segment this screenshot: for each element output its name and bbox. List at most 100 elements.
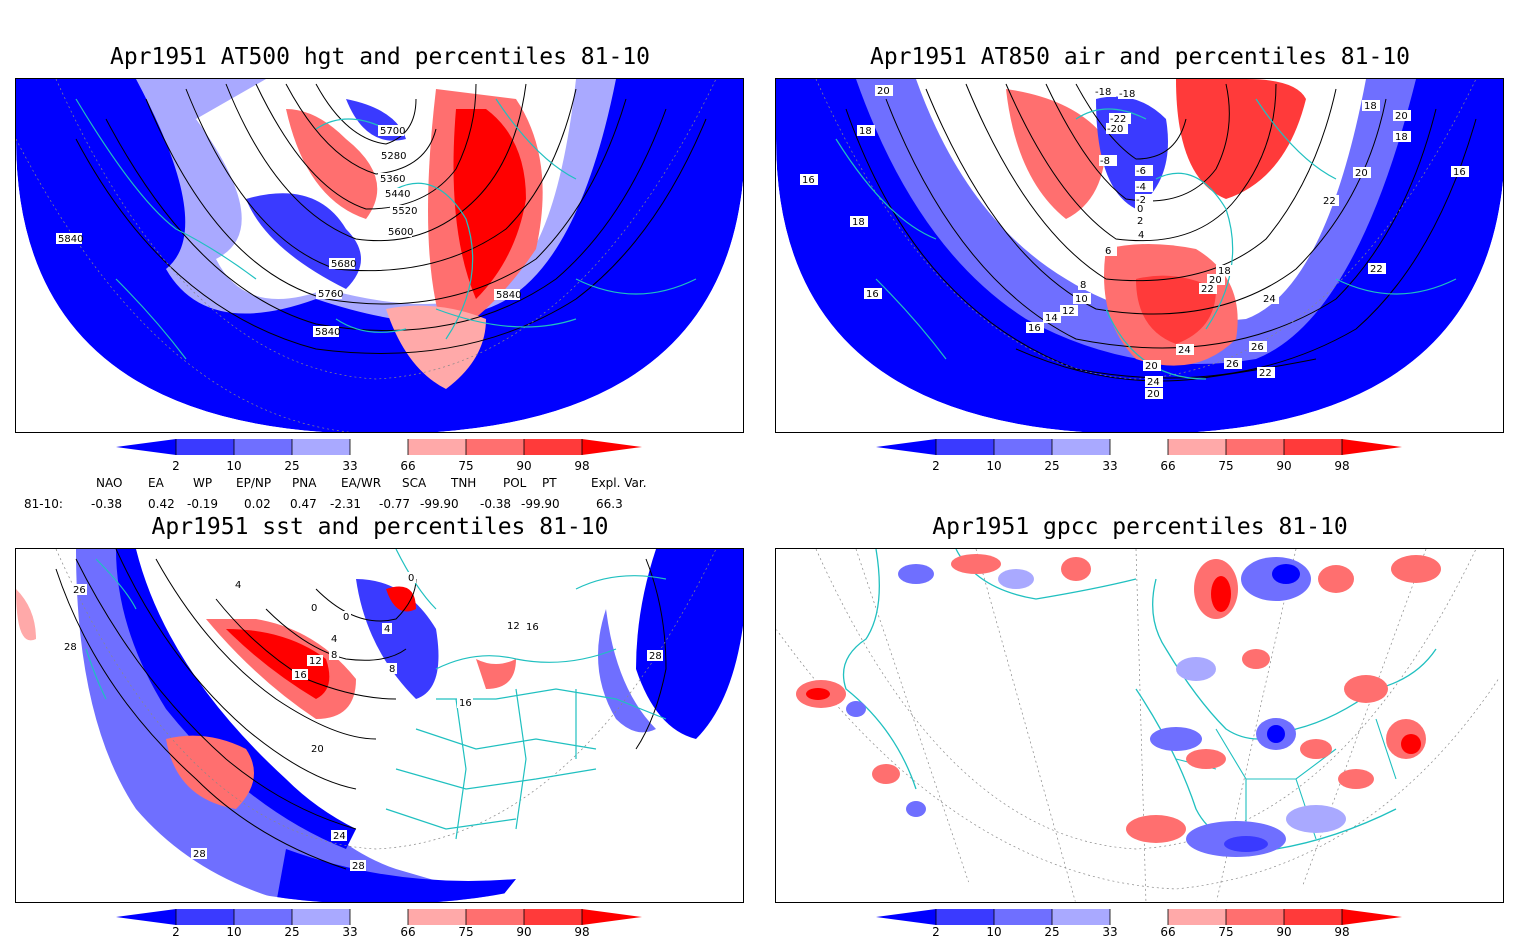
colorbar-label: 66 xyxy=(1160,925,1176,939)
air-contour-label: 14 xyxy=(1045,313,1058,324)
sst-contour-label: 26 xyxy=(73,585,86,596)
index-value: -0.38 xyxy=(91,497,123,511)
air-fill-red-east xyxy=(1176,79,1306,199)
sst-fill-red-core xyxy=(226,629,330,699)
air-contour-label: -4 xyxy=(1136,182,1146,193)
sst-contour-label: 28 xyxy=(64,642,77,653)
air-grid-latitude xyxy=(815,79,1477,380)
colorbar-label: 10 xyxy=(226,925,242,939)
colorbar-label: 66 xyxy=(1160,459,1176,473)
sst-contour-label: 16 xyxy=(526,622,539,633)
hgt-contour-label: 5700 xyxy=(380,126,405,137)
panel-title-gpcc: Apr1951 gpcc percentiles 81-10 xyxy=(932,514,1348,540)
sst-contour-label: 16 xyxy=(459,698,472,709)
air-contour-label: 18 xyxy=(1218,266,1231,277)
sst-fill-red-edge xyxy=(16,589,36,641)
air-contour-label: -2 xyxy=(1136,195,1146,206)
hgt-map-svg: 5700 5280 5360 5440 5520 5600 5680 5760 … xyxy=(16,79,743,432)
map-panel-hgt: 5700 5280 5360 5440 5520 5600 5680 5760 … xyxy=(15,78,744,433)
colorbar-label: 98 xyxy=(574,925,590,939)
hgt-contour-label: 5360 xyxy=(380,174,405,185)
air-contour-label: -22 xyxy=(1110,114,1126,125)
air-contour-label: 20 xyxy=(1355,168,1368,179)
sst-fill-blue-west xyxy=(76,549,516,902)
colorbar-label: 25 xyxy=(1044,925,1060,939)
index-header: SCA xyxy=(402,476,427,490)
index-header: EA/WR xyxy=(341,476,382,490)
hgt-grid-latitude xyxy=(55,79,717,380)
colorbar-label: 90 xyxy=(1276,925,1292,939)
air-contour-label: 26 xyxy=(1226,359,1239,370)
air-contour-label: 12 xyxy=(1062,306,1075,317)
air-contour xyxy=(925,88,1387,315)
sst-fill-blue-east-light xyxy=(598,609,656,733)
colorbar-sst-svg xyxy=(116,909,642,925)
gpcc-grid-latitude xyxy=(815,549,1477,850)
map-panel-sst: 26 28 4 0 0 0 4 4 8 12 16 8 16 20 24 28 … xyxy=(15,548,744,903)
hgt-contour xyxy=(185,88,577,272)
air-contour-label: -18 xyxy=(1095,87,1111,98)
colorbar-label: 33 xyxy=(342,459,358,473)
index-header: POL xyxy=(503,476,527,490)
colorbar-label: 98 xyxy=(1334,925,1350,939)
index-value: 0.42 xyxy=(148,497,175,511)
sst-contour xyxy=(115,549,357,790)
air-contour-label: 18 xyxy=(859,126,872,137)
index-header: PNA xyxy=(292,476,317,490)
hgt-contour xyxy=(315,83,417,145)
colorbar-label: 75 xyxy=(458,925,474,939)
colorbar-label: 98 xyxy=(1334,459,1350,473)
colorbar-label: 98 xyxy=(574,459,590,473)
sst-contour-label: 0 xyxy=(408,573,414,584)
air-contour-label: 16 xyxy=(1453,167,1466,178)
sst-map-svg: 26 28 4 0 0 0 4 4 8 12 16 8 16 20 24 28 … xyxy=(16,549,743,902)
air-contour-label: 22 xyxy=(1201,284,1214,295)
index-value: -0.77 xyxy=(379,497,411,511)
sst-contour xyxy=(265,608,407,661)
air-contour-label: 24 xyxy=(1178,345,1191,356)
hgt-contour-label: 5680 xyxy=(331,259,356,270)
sst-coastlines xyxy=(85,549,667,840)
gpcc-grid-meridians xyxy=(855,549,1427,902)
gpcc-coastlines xyxy=(842,549,917,790)
air-contour-label: 20 xyxy=(1395,111,1408,122)
sst-fill-blue-north xyxy=(356,579,439,699)
colorbar-sst: 2 10 25 33 66 75 90 98 xyxy=(116,909,646,940)
panel-title-hgt: Apr1951 AT500 hgt and percentiles 81-10 xyxy=(109,44,651,70)
sst-contour-label: 4 xyxy=(384,624,390,635)
colorbar-hgt-svg xyxy=(116,439,642,455)
colorbar-label: 33 xyxy=(1102,925,1118,939)
air-contour-label: 16 xyxy=(1028,323,1041,334)
colorbar-air-svg xyxy=(876,439,1402,455)
sst-fill-red-inland xyxy=(476,659,516,689)
hgt-contour-label: 5600 xyxy=(388,227,413,238)
indices-table: NAO EA WP EP/NP PNA EA/WR SCA TNH POL PT… xyxy=(0,476,760,512)
hgt-contour-label: 5840 xyxy=(58,234,83,245)
colorbar-gpcc-svg xyxy=(876,909,1402,925)
air-contour-label: -8 xyxy=(1100,156,1110,167)
index-header: PT xyxy=(542,476,557,490)
air-contour-label: -20 xyxy=(1107,124,1123,135)
sst-contour xyxy=(55,568,347,870)
hgt-contour-label: 5760 xyxy=(318,289,343,300)
colorbar-label: 10 xyxy=(986,459,1002,473)
colorbar-label: 33 xyxy=(1102,459,1118,473)
air-contour-label: 20 xyxy=(877,86,890,97)
hgt-coastlines xyxy=(75,98,697,360)
colorbar-label: 2 xyxy=(172,925,180,939)
index-header: NAO xyxy=(96,476,123,490)
hgt-fill-red-core xyxy=(453,109,526,299)
colorbar-label: 2 xyxy=(932,925,940,939)
colorbar-label: 75 xyxy=(1218,459,1234,473)
index-row-label: 81-10: xyxy=(24,497,63,511)
hgt-contour-label: 5520 xyxy=(392,206,417,217)
air-contour-label: 16 xyxy=(866,289,879,300)
colorbar-label: 75 xyxy=(458,459,474,473)
index-value: -99.90 xyxy=(521,497,560,511)
air-contour-label: 2 xyxy=(1137,216,1143,227)
index-header: EA xyxy=(148,476,164,490)
sst-contour xyxy=(75,558,357,830)
air-contour-label: 16 xyxy=(802,175,815,186)
colorbar-label: 33 xyxy=(342,925,358,939)
sst-contour-label: 0 xyxy=(311,603,317,614)
